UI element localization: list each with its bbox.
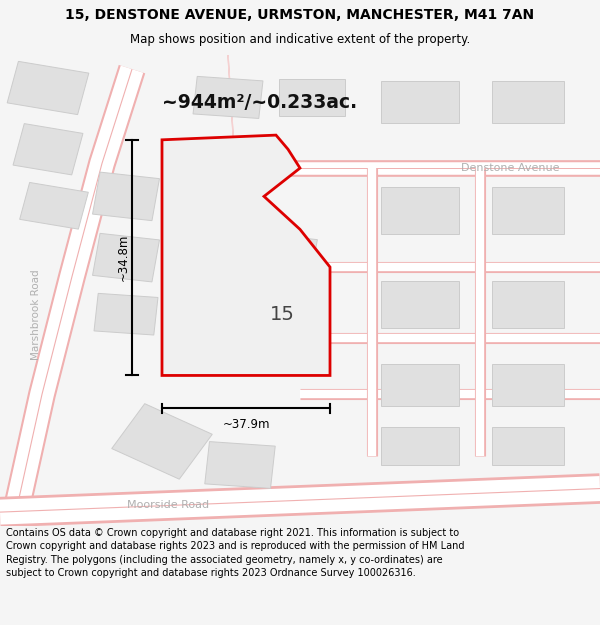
Polygon shape <box>92 172 160 221</box>
Polygon shape <box>205 442 275 488</box>
Polygon shape <box>381 428 459 465</box>
Polygon shape <box>279 79 345 116</box>
Text: ~37.9m: ~37.9m <box>222 418 270 431</box>
Polygon shape <box>381 187 459 234</box>
Polygon shape <box>7 61 89 114</box>
Polygon shape <box>211 229 317 305</box>
Text: 15: 15 <box>269 304 295 324</box>
Polygon shape <box>492 364 564 406</box>
Polygon shape <box>94 293 158 335</box>
Polygon shape <box>492 187 564 234</box>
Polygon shape <box>492 281 564 328</box>
Text: ~34.8m: ~34.8m <box>116 234 130 281</box>
Text: Marshbrook Road: Marshbrook Road <box>31 269 41 359</box>
Polygon shape <box>381 364 459 406</box>
Polygon shape <box>13 124 83 175</box>
Polygon shape <box>381 81 459 123</box>
Text: Denstone Avenue: Denstone Avenue <box>461 163 559 173</box>
Polygon shape <box>162 135 330 376</box>
Text: Map shows position and indicative extent of the property.: Map shows position and indicative extent… <box>130 33 470 46</box>
Text: ~944m²/~0.233ac.: ~944m²/~0.233ac. <box>162 92 357 112</box>
Text: Contains OS data © Crown copyright and database right 2021. This information is : Contains OS data © Crown copyright and d… <box>6 528 464 578</box>
Polygon shape <box>92 233 160 282</box>
Polygon shape <box>112 404 212 479</box>
Polygon shape <box>193 76 263 119</box>
Polygon shape <box>381 281 459 328</box>
Text: 15, DENSTONE AVENUE, URMSTON, MANCHESTER, M41 7AN: 15, DENSTONE AVENUE, URMSTON, MANCHESTER… <box>65 8 535 22</box>
Polygon shape <box>178 178 266 242</box>
Text: Moorside Road: Moorside Road <box>127 500 209 510</box>
Polygon shape <box>492 81 564 123</box>
Polygon shape <box>20 182 88 229</box>
Polygon shape <box>492 428 564 465</box>
